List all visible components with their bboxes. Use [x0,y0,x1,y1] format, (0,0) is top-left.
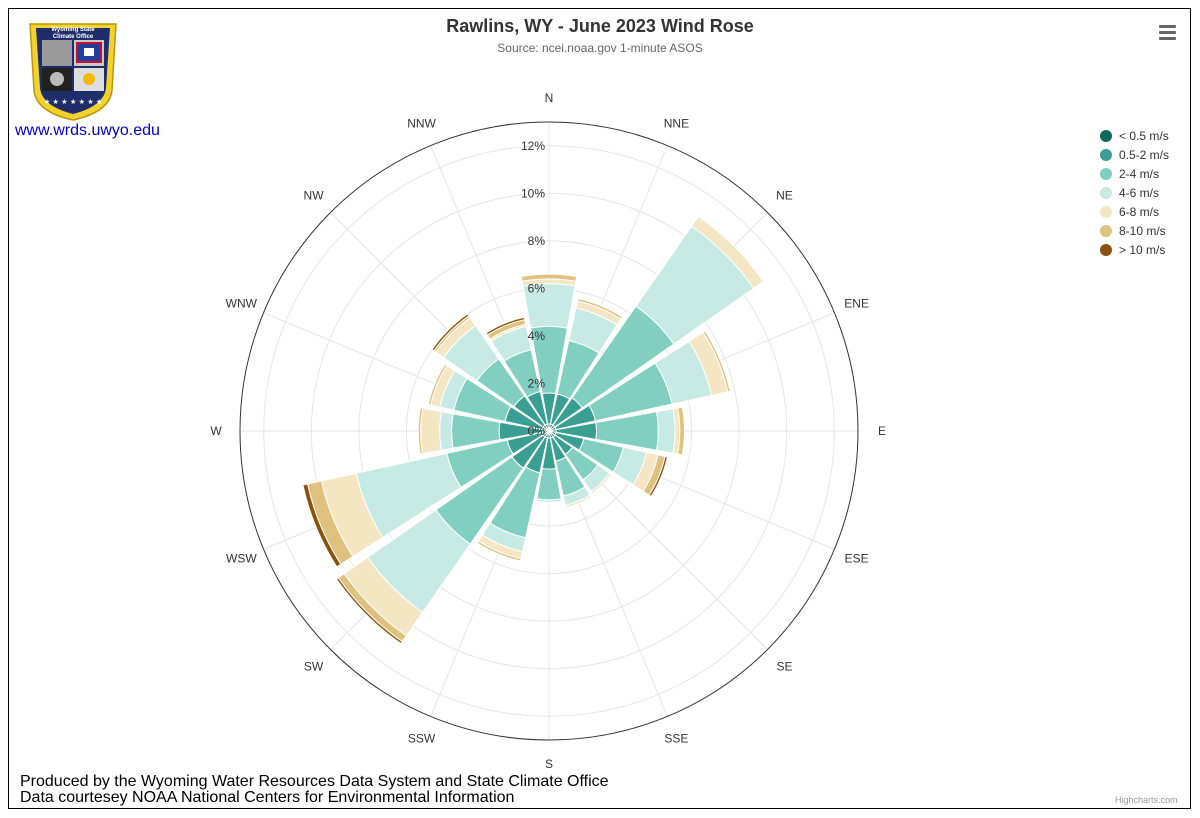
legend-label: 0.5-2 m/s [1119,147,1170,162]
radial-tick-label: 12% [521,139,545,153]
bar-sse-series-4 [564,494,592,509]
star-icon: ★ [61,98,67,106]
radial-tick-label: 8% [528,234,546,248]
direction-label-nw: NW [304,189,325,203]
direction-label-wsw: WSW [226,551,257,565]
bar-ne-series-4 [691,215,765,289]
bar-w-series-3 [439,411,454,451]
direction-label-wnw: WNW [226,297,258,311]
logo-text-line1: Wyoming State [51,27,95,33]
bar-nnw-series-6 [485,316,526,336]
bar-nw-series-6 [431,313,470,352]
logo-text-line2: Climate Office [53,34,94,40]
bar-wnw-series-5 [427,363,448,406]
grid-ring [263,145,835,717]
legend-label: < 0.5 m/s [1119,128,1169,143]
bar-s-series-3 [535,498,563,503]
legend-label: 8-10 m/s [1119,223,1166,238]
grid-ring [310,192,788,670]
direction-label-nnw: NNW [407,116,436,130]
credits-link[interactable]: Highcharts.com [1115,795,1178,805]
legend-label: > 10 m/s [1119,242,1166,257]
polar-outer-ring [239,121,859,741]
legend-marker-icon [1100,148,1112,161]
chart-subtitle: Source: ncei.noaa.gov 1-minute ASOS [497,41,703,55]
legend-marker-icon [1100,243,1112,256]
direction-label-n: N [545,91,554,105]
footer-line-2: Data courtesey NOAA National Centers for… [20,789,515,806]
legend-marker-icon [1100,167,1112,180]
direction-label-sse: SSE [664,732,688,746]
bar-se-series-4 [590,472,613,495]
star-icon: ★ [96,98,102,106]
climate-office-logo: Wyoming State Climate Office ★ ★ ★ ★ ★ ★ ★ [29,23,117,121]
legend-marker-icon [1100,186,1112,199]
legend-label: 6-8 m/s [1119,204,1160,219]
radial-tick-label: 10% [521,186,545,200]
site-link[interactable]: www.wrds.uwyo.edu [15,122,160,139]
bar-w-series-4 [420,407,442,455]
bar-e-series-5 [677,406,685,456]
star-icon: ★ [87,98,93,106]
grid-ring [358,240,740,622]
direction-label-sw: SW [304,659,324,673]
legend-item[interactable]: > 10 m/s [1100,240,1169,259]
radial-tick-label: 4% [528,329,546,343]
radial-tick-label: 2% [528,376,546,390]
legend: < 0.5 m/s 0.5-2 m/s 2-4 m/s 4-6 m/s 6-8 m/s 8… [1100,126,1169,259]
bar-ssw-series-5 [476,540,522,562]
legend-item[interactable]: 4-6 m/s [1100,183,1169,202]
legend-item[interactable]: 8-10 m/s [1100,221,1169,240]
legend-label: 4-6 m/s [1119,185,1160,200]
bar-ese-series-6 [648,455,669,498]
legend-marker-icon [1100,224,1112,237]
direction-label-s: S [545,757,553,771]
legend-item[interactable]: 6-8 m/s [1100,202,1169,221]
footer: Produced by the Wyoming Water Resources … [20,774,609,806]
legend-marker-icon [1100,205,1112,218]
bar-n-series-5 [520,273,578,282]
legend-marker-icon [1100,129,1112,142]
bar-ene-series-5 [702,330,731,393]
direction-label-se: SE [776,659,792,673]
chart-title: Rawlins, WY - June 2023 Wind Rose [446,16,754,36]
legend-item[interactable]: 2-4 m/s [1100,164,1169,183]
direction-label-w: W [210,424,222,438]
legend-item[interactable]: < 0.5 m/s [1100,126,1169,145]
bar-nne-series-5 [576,298,623,320]
direction-label-nne: NNE [664,116,689,130]
bar-sw-series-6 [335,577,403,645]
star-icon: ★ [79,98,85,106]
direction-label-ese: ESE [845,551,869,565]
bar-wsw-series-6 [302,483,342,568]
radial-tick-label: 6% [528,281,546,295]
bar-s-series-2 [536,467,562,501]
star-icon: ★ [70,98,76,106]
direction-label-ene: ENE [844,297,869,311]
bar-e-series-3 [656,408,676,454]
legend-label: 2-4 m/s [1119,166,1160,181]
footer-line-1: Produced by the Wyoming Water Resources … [20,773,609,790]
radial-tick-label: 0% [528,424,546,438]
direction-label-ssw: SSW [408,732,436,746]
direction-label-ne: NE [776,189,793,203]
star-icon: ★ [53,98,59,106]
logo-stars-icon: ★ ★ ★ ★ ★ ★ ★ [44,98,102,106]
legend-item[interactable]: 0.5-2 m/s [1100,145,1169,164]
star-icon: ★ [44,98,50,106]
hamburger-menu-icon[interactable] [1154,22,1180,44]
bar-w-series-5 [417,407,424,455]
direction-label-e: E [878,424,886,438]
